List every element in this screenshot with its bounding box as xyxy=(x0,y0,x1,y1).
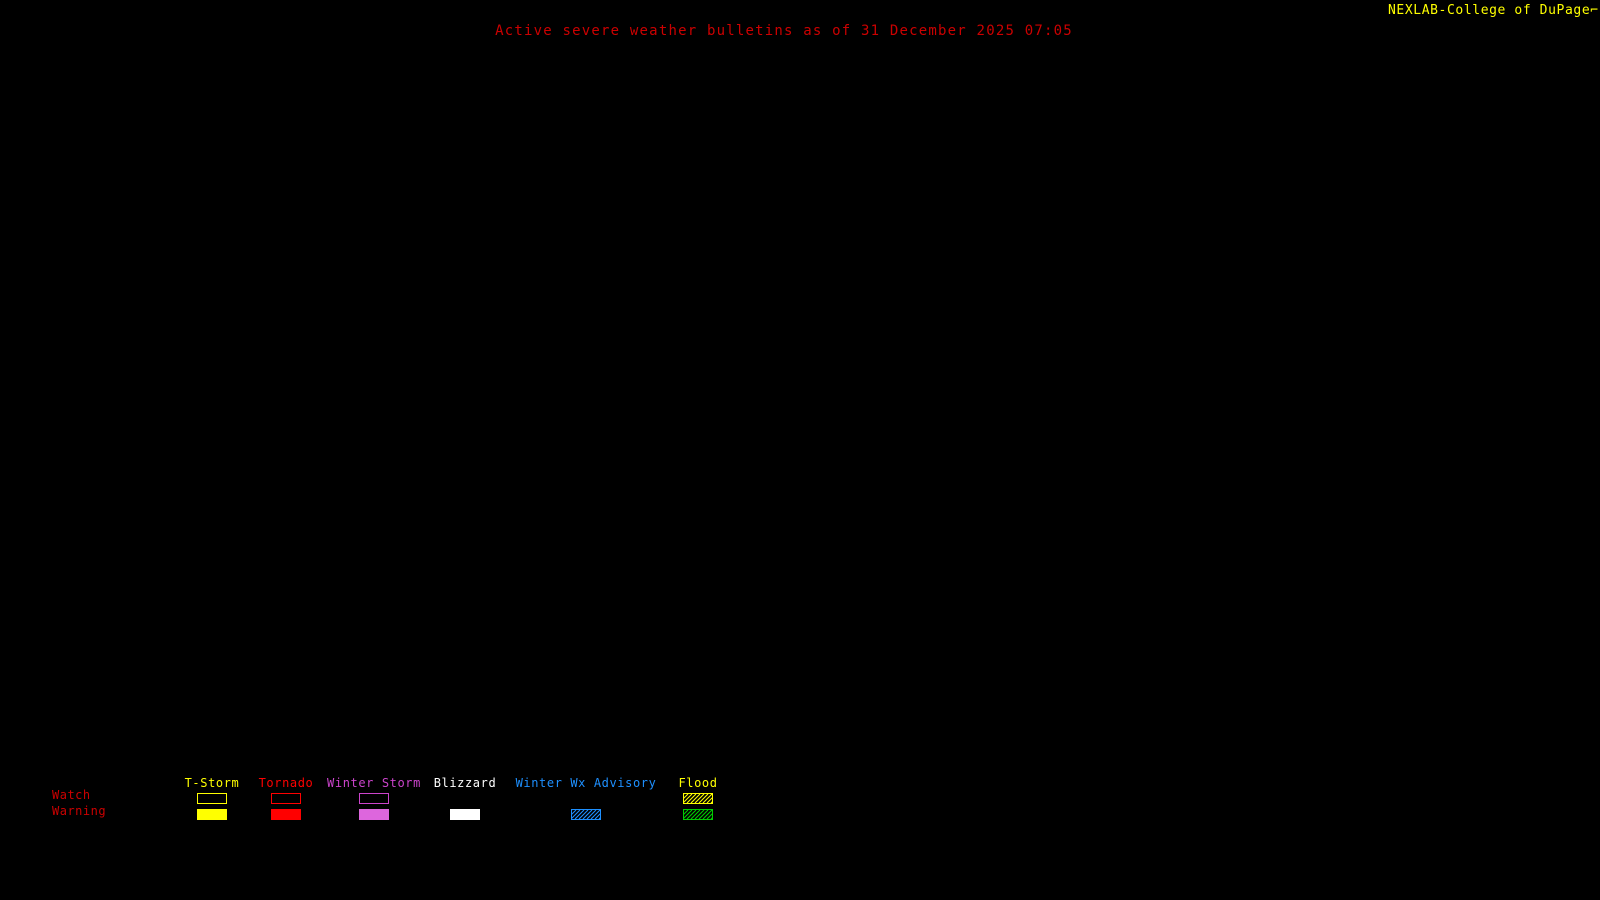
legend-swatch-warning-slot xyxy=(426,806,504,822)
legend-column-label: Flood xyxy=(678,776,718,790)
legend-swatch-warning-slot xyxy=(324,806,424,822)
page-title: Active severe weather bulletins as of 31… xyxy=(0,20,1568,39)
legend-swatch-watch xyxy=(683,792,713,804)
legend-swatch-warning xyxy=(450,808,480,820)
legend-column-t-storm[interactable]: T-Storm xyxy=(176,776,248,822)
legend-row-label-watch: Watch xyxy=(52,788,91,802)
legend-swatch-warning xyxy=(359,808,389,820)
legend-swatch-watch xyxy=(571,793,601,804)
legend-column-label: Winter Wx Advisory xyxy=(515,776,657,790)
legend-swatch-watch xyxy=(197,792,227,804)
legend-swatch-watch-slot xyxy=(506,790,666,806)
legend-row-labels: Watch Warning xyxy=(52,787,128,819)
legend-column-label: Tornado xyxy=(258,776,314,790)
legend-swatch-watch-slot xyxy=(250,790,322,806)
legend-column-flood[interactable]: Flood xyxy=(668,776,728,822)
legend-swatch-watch-slot xyxy=(426,790,504,806)
legend-column-label: Winter Storm xyxy=(327,776,421,790)
legend-row-label-warning: Warning xyxy=(52,804,107,818)
legend-swatch-watch-slot xyxy=(324,790,424,806)
legend-swatch-warning-slot xyxy=(176,806,248,822)
legend-swatch-warning xyxy=(683,808,713,820)
brand-label: NEXLAB-College of DuPage⌐ xyxy=(1388,3,1600,18)
legend-column-tornado[interactable]: Tornado xyxy=(250,776,322,822)
legend-swatch-warning xyxy=(571,808,601,820)
legend: Watch Warning T-Storm Tornado Winter Storm… xyxy=(52,776,717,824)
legend-swatch-warning-slot xyxy=(506,806,666,822)
legend-swatch-watch-slot xyxy=(668,790,728,806)
legend-swatch-warning-slot xyxy=(250,806,322,822)
map-canvas[interactable] xyxy=(0,44,1600,764)
legend-swatch-watch xyxy=(271,792,301,804)
legend-column-winter-wx-advisory[interactable]: Winter Wx Advisory xyxy=(506,776,666,822)
legend-column-blizzard[interactable]: Blizzard xyxy=(426,776,504,822)
legend-swatch-watch-slot xyxy=(176,790,248,806)
legend-column-winter-storm[interactable]: Winter Storm xyxy=(324,776,424,822)
legend-swatch-warning-slot xyxy=(668,806,728,822)
brand-text: NEXLAB-College of DuPage xyxy=(1388,3,1591,18)
legend-swatch-watch xyxy=(359,792,389,804)
legend-swatch-watch xyxy=(450,793,480,804)
legend-column-label: Blizzard xyxy=(433,776,497,790)
bulletin-title-text: Active severe weather bulletins as of 31… xyxy=(495,23,1073,39)
legend-column-label: T-Storm xyxy=(184,776,240,790)
brand-mark-icon: ⌐ xyxy=(1590,3,1599,18)
legend-swatch-warning xyxy=(197,808,227,820)
legend-swatch-warning xyxy=(271,808,301,820)
